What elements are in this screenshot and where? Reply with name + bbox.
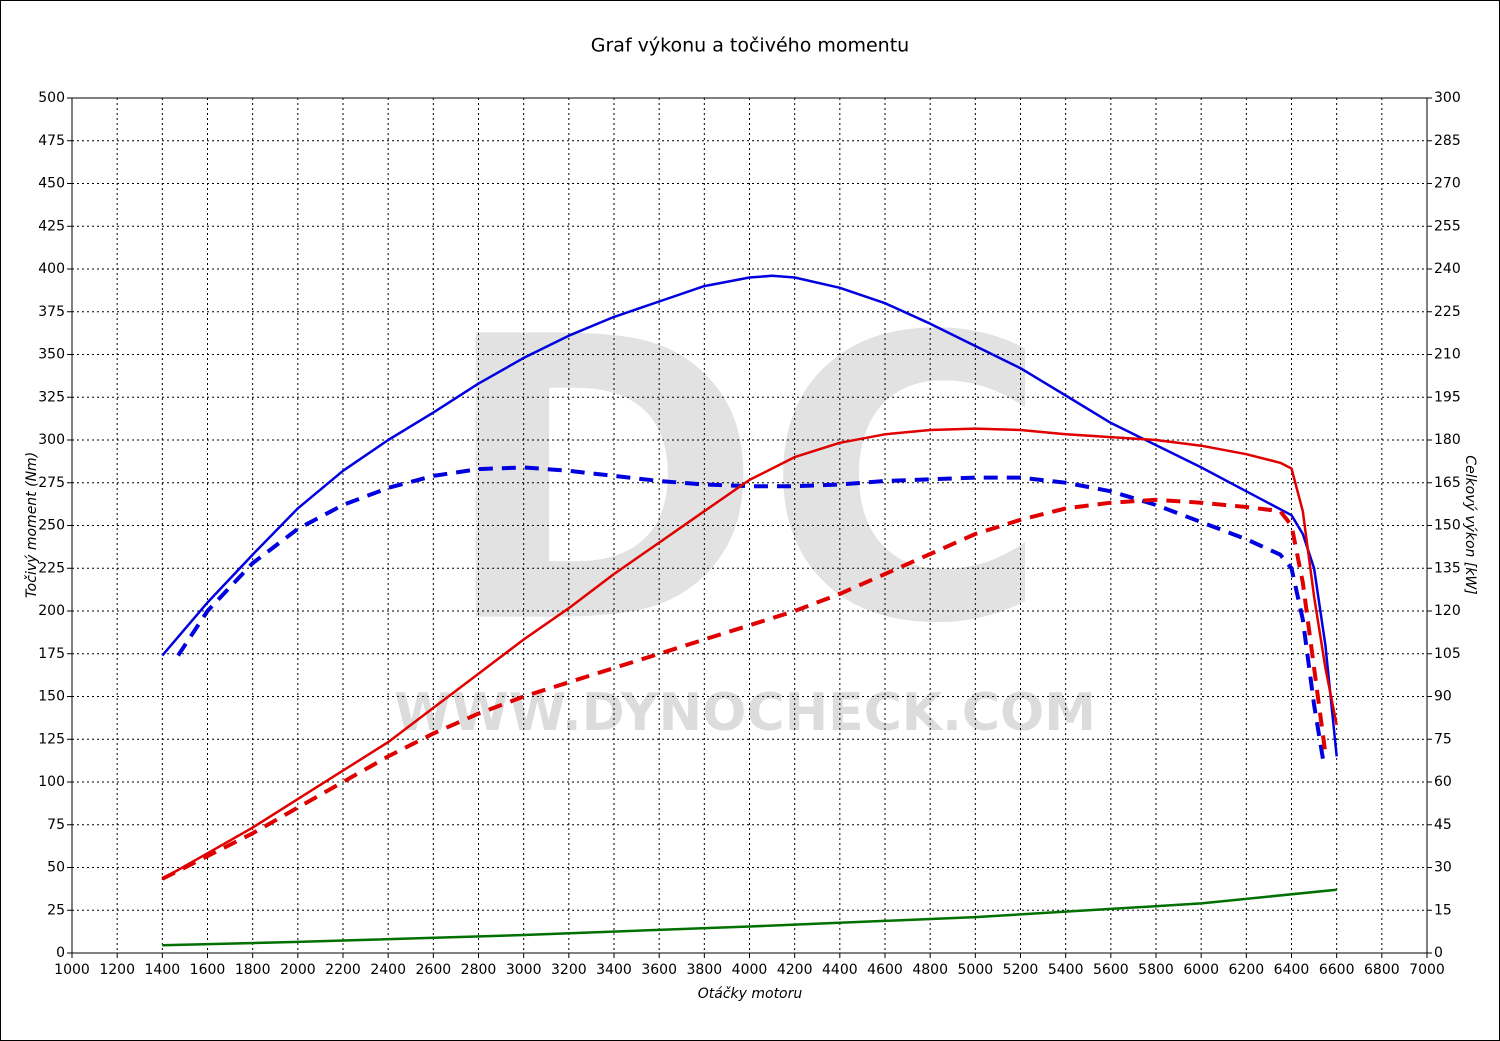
x-tick-label: 5000 [958, 962, 994, 978]
y-tick-label: 375 [38, 304, 65, 320]
y2-tick-label: 30 [1434, 860, 1452, 876]
x-axis-label: Otáčky motoru [698, 986, 803, 1002]
chart-title: Graf výkonu a točivého momentu [591, 35, 909, 57]
y-tick-label: 100 [38, 774, 65, 790]
y2-tick-label: 45 [1434, 817, 1452, 833]
x-tick-label: 1400 [145, 962, 181, 978]
series-line [161, 274, 1338, 757]
series-line [176, 465, 1326, 761]
x-tick-label: 3800 [687, 962, 723, 978]
y2-tick-label: 105 [1434, 646, 1461, 662]
x-tick-label: 4200 [777, 962, 813, 978]
y-tick-label: 475 [38, 133, 65, 149]
y2-tick-label: 225 [1434, 304, 1461, 320]
y2-axis-label: Celkový výkon [kW] [1462, 455, 1478, 594]
x-tick-label: 2800 [461, 962, 497, 978]
y-tick-label: 250 [38, 518, 65, 534]
x-tick-label: 3600 [641, 962, 677, 978]
y-tick-label: 50 [47, 860, 65, 876]
x-tick-label: 4400 [822, 962, 858, 978]
y2-tick-label: 195 [1434, 389, 1461, 405]
y2-tick-label: 180 [1434, 432, 1461, 448]
y-tick-label: 300 [38, 432, 65, 448]
y-tick-label: 275 [38, 475, 65, 491]
plot-border [71, 97, 1428, 954]
watermark-url: WWW.DYNOCHECK.COM [394, 683, 1096, 743]
y2-tick-label: 120 [1434, 603, 1461, 619]
y-tick-label: 0 [56, 945, 65, 961]
y2-tick-label: 75 [1434, 731, 1452, 747]
y-tick-label: 450 [38, 176, 65, 192]
y-tick-label: 175 [38, 646, 65, 662]
x-tick-label: 7000 [1409, 962, 1445, 978]
x-tick-label: 2600 [416, 962, 452, 978]
y-tick-label: 200 [38, 603, 65, 619]
y2-tick-label: 135 [1434, 560, 1461, 576]
y2-tick-label: 210 [1434, 347, 1461, 363]
x-tick-label: 3400 [596, 962, 632, 978]
y-tick-label: 425 [38, 218, 65, 234]
x-tick-label: 5200 [1003, 962, 1039, 978]
x-tick-label: 2400 [370, 962, 406, 978]
x-tick-label: 5400 [1048, 962, 1084, 978]
y2-tick-label: 90 [1434, 689, 1452, 705]
y2-tick-label: 270 [1434, 176, 1461, 192]
y-tick-label: 350 [38, 347, 65, 363]
x-tick-label: 6800 [1364, 962, 1400, 978]
y2-tick-label: 285 [1434, 133, 1461, 149]
y2-tick-label: 255 [1434, 218, 1461, 234]
y-tick-label: 150 [38, 689, 65, 705]
x-tick-label: 5800 [1138, 962, 1174, 978]
y-tick-label: 75 [47, 817, 65, 833]
y-tick-label: 125 [38, 731, 65, 747]
x-tick-label: 4800 [912, 962, 948, 978]
y2-tick-label: 0 [1434, 945, 1443, 961]
y-axis-label: Točivý moment (Nm) [24, 452, 40, 598]
y2-tick-label: 165 [1434, 475, 1461, 491]
x-tick-label: 2000 [280, 962, 316, 978]
x-tick-label: 6200 [1229, 962, 1265, 978]
x-tick-label: 2200 [325, 962, 361, 978]
y2-tick-label: 150 [1434, 518, 1461, 534]
watermark: DC WWW.DYNOCHECK.COM [394, 255, 1096, 743]
y2-tick-label: 15 [1434, 902, 1452, 918]
x-tick-label: 1000 [54, 962, 90, 978]
y-tick-label: 500 [38, 90, 65, 106]
x-tick-label: 3000 [506, 962, 542, 978]
x-tick-label: 1800 [235, 962, 271, 978]
x-tick-label: 6000 [1183, 962, 1219, 978]
x-tick-label: 5600 [1093, 962, 1129, 978]
x-tick-label: 6400 [1274, 962, 1310, 978]
x-tick-label: 1200 [99, 962, 135, 978]
y2-tick-label: 60 [1434, 774, 1452, 790]
x-tick-label: 3200 [551, 962, 587, 978]
series-line [161, 427, 1338, 880]
x-tick-label: 6600 [1319, 962, 1355, 978]
x-tick-label: 4600 [867, 962, 903, 978]
series-line [161, 497, 1328, 881]
x-tick-label: 4000 [732, 962, 768, 978]
x-tick-label: 1600 [190, 962, 226, 978]
y-tick-label: 400 [38, 261, 65, 277]
y-tick-label: 325 [38, 389, 65, 405]
y2-tick-label: 240 [1434, 261, 1461, 277]
y-tick-label: 25 [47, 902, 65, 918]
series-line [162, 888, 1337, 947]
y2-tick-label: 300 [1434, 90, 1461, 106]
y-tick-label: 225 [38, 560, 65, 576]
